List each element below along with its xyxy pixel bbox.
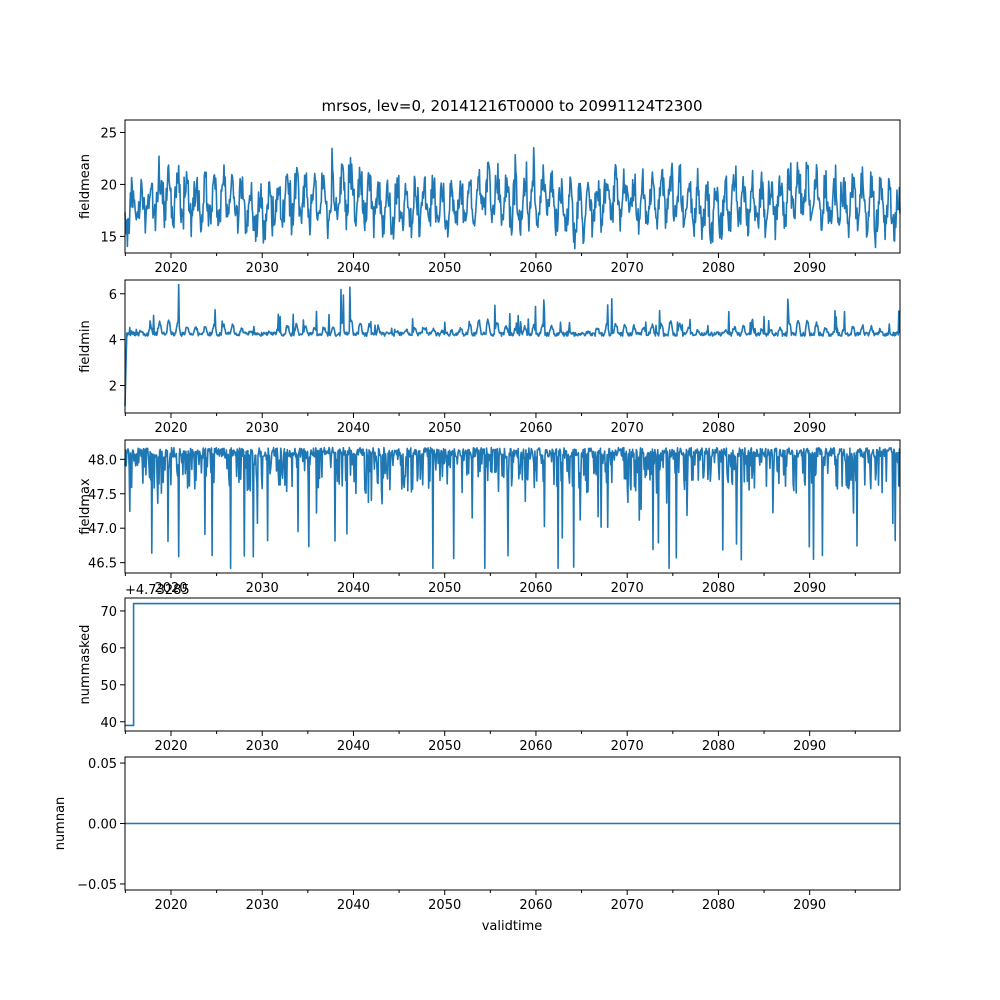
- x-tick-label: 2060: [519, 898, 552, 913]
- x-tick-label: 2050: [428, 581, 461, 596]
- x-tick-label: 2030: [246, 898, 279, 913]
- x-tick-label: 2080: [702, 261, 735, 276]
- axes-frame-fieldmean: [124, 119, 901, 254]
- panel-fieldmax: 2020 2030 2040 2050 2060 2070 2080 2090 46.5 47.0…: [78, 439, 901, 596]
- x-tick-label: 2070: [611, 898, 644, 913]
- y-tick-label: 50: [100, 679, 117, 694]
- y-tick-label: 4: [109, 334, 117, 349]
- y-tick-label: 2: [109, 379, 117, 394]
- x-tick-label: 2080: [702, 739, 735, 754]
- x-tick-label: 2060: [519, 261, 552, 276]
- y-axis-label-fieldmax: fieldmax: [78, 478, 93, 535]
- y-tick-label: 40: [100, 716, 117, 731]
- x-tick-label: 2030: [246, 421, 279, 436]
- y-axis-label-numnan: numnan: [53, 797, 68, 851]
- y-tick-label: 0.05: [88, 757, 117, 772]
- y-axis-label-fieldmean: fieldmean: [78, 154, 93, 219]
- x-tick-label: 2020: [154, 421, 187, 436]
- panel-numnan: 2020 2030 2040 2050 2060 2070 2080 2090 −0.05 0.0…: [53, 756, 901, 913]
- x-tick-label: 2090: [793, 261, 826, 276]
- axes-frame-fieldmax: [124, 439, 901, 574]
- x-tick-label: 2040: [337, 421, 370, 436]
- panel-fieldmean: 2020 2030 2040 2050 2060 2070 2080 2090 15 20 25 fi…: [78, 119, 901, 276]
- x-tick-label: 2030: [246, 581, 279, 596]
- y-tick-label: 0.00: [88, 818, 117, 833]
- y-tick-label: 25: [100, 126, 117, 141]
- x-axis-label: validtime: [482, 919, 543, 934]
- y-axis-label-fieldmin: fieldmin: [78, 320, 93, 373]
- x-tick-label: 2040: [337, 581, 370, 596]
- y-tick-label: 48.0: [88, 453, 117, 468]
- x-tick-label: 2050: [428, 261, 461, 276]
- y-tick-label: 46.5: [88, 557, 117, 572]
- x-tick-label: 2030: [246, 261, 279, 276]
- y-tick-label: 47.5: [88, 488, 117, 503]
- x-tick-label: 2080: [702, 898, 735, 913]
- x-tick-label: 2090: [793, 898, 826, 913]
- x-tick-label: 2090: [793, 421, 826, 436]
- panel-nummasked: 2020 2030 2040 2050 2060 2070 2080 2090 40 50 60 70…: [78, 583, 901, 754]
- x-tick-label: 2060: [519, 739, 552, 754]
- x-tick-label: 2090: [793, 581, 826, 596]
- panel-fieldmin: 2020 2030 2040 2050 2060 2070 2080 2090 2 4 6 field…: [78, 279, 901, 436]
- y-tick-label: 6: [109, 288, 117, 303]
- x-tick-label: 2040: [337, 261, 370, 276]
- x-tick-label: 2070: [611, 261, 644, 276]
- x-tick-label: 2080: [702, 581, 735, 596]
- x-tick-label: 2070: [611, 421, 644, 436]
- series-line-nummasked: [125, 602, 900, 727]
- x-tick-label: 2080: [702, 421, 735, 436]
- x-tick-label: 2050: [428, 739, 461, 754]
- x-tick-label: 2050: [428, 421, 461, 436]
- y-tick-label: 70: [100, 605, 117, 620]
- y-tick-label: 60: [100, 642, 117, 657]
- x-tick-label: 2020: [154, 898, 187, 913]
- y-axis-label-nummasked: nummasked: [78, 625, 93, 705]
- y-tick-label: 15: [100, 230, 117, 245]
- x-tick-label: 2030: [246, 739, 279, 754]
- x-tick-label: 2070: [611, 581, 644, 596]
- y-tick-label: 20: [100, 178, 117, 193]
- panels: 2020 2030 2040 2050 2060 2070 2080 2090 15 20 25 fi…: [53, 119, 901, 913]
- axes-frame-fieldmin: [124, 279, 901, 414]
- x-tick-label: 2020: [154, 739, 187, 754]
- x-tick-label: 2050: [428, 898, 461, 913]
- x-tick-label: 2090: [793, 739, 826, 754]
- x-tick-label: 2060: [519, 581, 552, 596]
- x-tick-label: 2040: [337, 898, 370, 913]
- axes-frame-nummasked: [124, 597, 901, 732]
- series-line-fieldmean: [124, 146, 901, 250]
- y-tick-label: −0.05: [77, 878, 117, 893]
- x-tick-label: 2040: [337, 739, 370, 754]
- series-line-fieldmin: [124, 283, 901, 407]
- y-offset-label: +4.73285: [125, 583, 190, 598]
- x-tick-label: 2020: [154, 261, 187, 276]
- x-tick-label: 2070: [611, 739, 644, 754]
- figure-title: mrsos, lev=0, 20141216T0000 to 20991124T…: [321, 97, 702, 115]
- x-tick-label: 2060: [519, 421, 552, 436]
- series-line-fieldmax: [124, 446, 901, 569]
- x-tick-label: 2020: [154, 581, 187, 596]
- y-tick-label: 47.0: [88, 522, 117, 537]
